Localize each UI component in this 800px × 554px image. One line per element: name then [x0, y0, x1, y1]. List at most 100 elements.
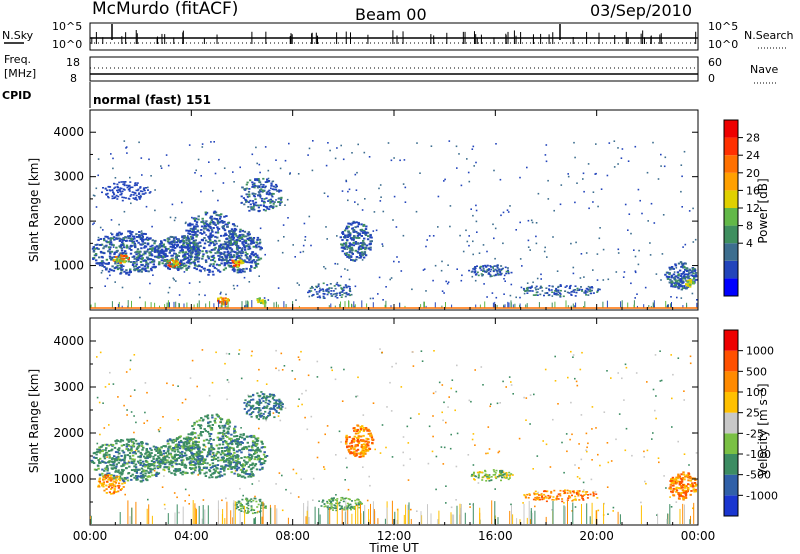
- echo-cell: [136, 268, 139, 271]
- echo-cell: [348, 286, 351, 288]
- echo-speck: [670, 506, 673, 508]
- echo-cell: [505, 270, 508, 273]
- echo-cell: [694, 272, 698, 274]
- echo-cell: [137, 270, 140, 273]
- echo-speck: [316, 360, 319, 363]
- echo-cell: [114, 266, 117, 269]
- echo-cell: [135, 239, 139, 242]
- echo-cell: [125, 467, 128, 470]
- echo-cell: [316, 296, 319, 298]
- echo-cell: [188, 223, 192, 226]
- echo-speck: [545, 144, 548, 146]
- echo-cell: [180, 248, 184, 251]
- echo-cell: [191, 250, 194, 253]
- echo-cell: [177, 255, 181, 258]
- echo-cell: [273, 188, 276, 191]
- echo-speck: [126, 414, 128, 416]
- echo-cell: [687, 276, 690, 279]
- echo-cell: [183, 254, 186, 256]
- echo-speck: [474, 279, 477, 282]
- echo-speck: [103, 427, 106, 429]
- echo-cell: [180, 459, 183, 462]
- echo-cell: [131, 191, 134, 193]
- echo-cell: [228, 450, 231, 453]
- echo-cell: [257, 449, 261, 452]
- echo-cell: [179, 267, 183, 270]
- echo-cell: [244, 254, 248, 257]
- echo-cell: [125, 240, 128, 242]
- echo-speck: [173, 492, 176, 494]
- echo-cell: [216, 236, 219, 239]
- echo-cell: [336, 297, 339, 299]
- echo-cell: [201, 419, 204, 422]
- echo-cell: [101, 460, 104, 463]
- echo-cell: [260, 183, 263, 186]
- echo-speck: [342, 158, 345, 161]
- echo-cell: [177, 457, 180, 460]
- echo-cell: [258, 209, 261, 212]
- echo-speck: [213, 455, 216, 458]
- echo-cell: [487, 269, 490, 272]
- echo-cell: [118, 188, 121, 191]
- echo-cell: [254, 201, 258, 204]
- echo-cell: [240, 248, 244, 251]
- echo-cell: [679, 278, 683, 281]
- echo-cell: [665, 275, 669, 278]
- echo-cell: [215, 218, 218, 220]
- echo-cell: [247, 190, 251, 193]
- echo-cell: [220, 256, 224, 259]
- echo-cell: [243, 245, 246, 248]
- echo-speck: [680, 164, 683, 166]
- echo-cell: [507, 272, 510, 275]
- echo-cell: [132, 194, 135, 196]
- echo-cell: [105, 447, 108, 450]
- echo-cell: [95, 259, 98, 262]
- echo-cell: [196, 245, 199, 247]
- echo-cell: [223, 259, 226, 262]
- echo-speck: [455, 390, 458, 393]
- echo-cell: [164, 461, 167, 464]
- echo-cell: [129, 186, 132, 189]
- echo-cell: [352, 231, 355, 233]
- echo-cell: [220, 456, 224, 459]
- echo-cell: [157, 466, 160, 468]
- echo-cell: [110, 250, 114, 253]
- echo-speck: [101, 269, 104, 272]
- echo-cell: [207, 255, 210, 258]
- echo-cell: [219, 252, 222, 255]
- echo-cell: [259, 241, 262, 244]
- echo-cell: [118, 447, 121, 450]
- echo-cell: [692, 281, 695, 283]
- echo-speck: [552, 418, 554, 421]
- echo-cell: [132, 255, 136, 258]
- echo-speck: [442, 463, 445, 465]
- echo-speck: [432, 235, 435, 237]
- echo-cell: [262, 204, 265, 207]
- echo-cell: [259, 458, 263, 460]
- echo-cell: [212, 438, 215, 441]
- echo-cell: [555, 290, 558, 293]
- echo-cell: [227, 264, 230, 267]
- echo-cell: [188, 241, 192, 244]
- echo-cell: [135, 478, 138, 481]
- echo-speck: [140, 230, 143, 232]
- echo-cell: [135, 233, 138, 236]
- echo-speck: [264, 253, 266, 256]
- echo-cell: [135, 189, 138, 192]
- echo-speck: [503, 278, 505, 280]
- echo-speck: [644, 286, 647, 289]
- echo-cell: [257, 301, 260, 304]
- echo-speck: [112, 246, 115, 248]
- echo-cell: [159, 244, 162, 247]
- echo-speck: [122, 265, 125, 267]
- echo-cell: [238, 268, 241, 271]
- echo-speck: [430, 145, 433, 147]
- echo-cell: [110, 449, 113, 452]
- echo-cell: [235, 251, 238, 254]
- echo-speck: [347, 488, 350, 491]
- echo-speck: [589, 286, 591, 289]
- echo-speck: [587, 442, 589, 445]
- freq-label-1: Freq.: [4, 53, 31, 66]
- echo-cell: [493, 265, 496, 267]
- echo-cell: [175, 260, 178, 263]
